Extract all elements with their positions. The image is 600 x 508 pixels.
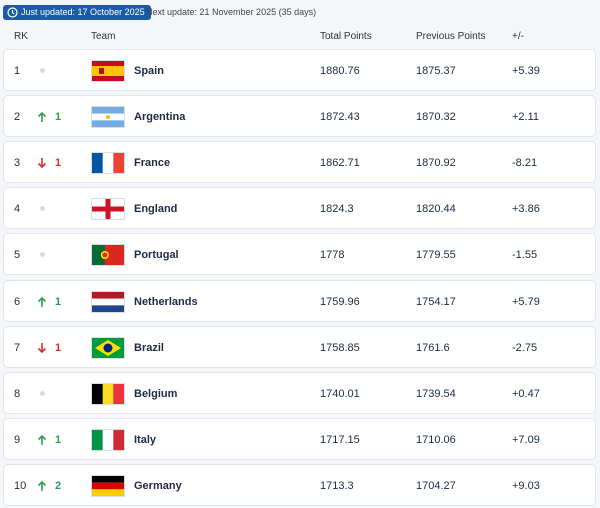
points-diff: -2.75 bbox=[512, 341, 538, 354]
total-points: 1880.76 bbox=[320, 65, 360, 77]
rank: 6 bbox=[14, 295, 21, 308]
flag bbox=[91, 428, 125, 451]
flag bbox=[91, 244, 125, 267]
column-header: +/- bbox=[512, 31, 524, 42]
previous-points: 1820.44 bbox=[416, 203, 456, 216]
flag bbox=[91, 382, 125, 405]
team-name: Portugal bbox=[134, 249, 179, 262]
rank: 8 bbox=[14, 387, 21, 400]
ranking-row: 10 2 Germany 1713.3 1704.27 +9.03 bbox=[3, 463, 596, 506]
team-name: Germany bbox=[134, 479, 182, 492]
ranking-row: 3 1 France 1862.71 1870.92 -8.21 bbox=[3, 141, 596, 184]
points-diff: +3.86 bbox=[512, 203, 540, 216]
previous-points: 1710.06 bbox=[416, 433, 456, 446]
points-diff: +5.39 bbox=[512, 65, 540, 77]
previous-points: 1875.37 bbox=[416, 65, 456, 77]
points-diff: -8.21 bbox=[512, 157, 538, 170]
team-name: Spain bbox=[134, 65, 164, 77]
column-header: Previous Points bbox=[416, 31, 486, 42]
total-points: 1740.01 bbox=[320, 387, 360, 400]
team-name: England bbox=[134, 203, 178, 216]
position-change: 1 bbox=[55, 111, 62, 124]
no-change-dot bbox=[40, 206, 45, 212]
total-points: 1824.3 bbox=[320, 203, 354, 216]
flag bbox=[91, 290, 125, 313]
team-name: Belgium bbox=[134, 387, 178, 400]
points-diff: -1.55 bbox=[512, 249, 538, 262]
flag bbox=[91, 106, 125, 129]
ranking-row: 9 1 Italy 1717.15 1710.06 +7.09 bbox=[3, 417, 596, 460]
position-change: 1 bbox=[55, 295, 62, 308]
ranking-row: 8 Belgium 1740.01 1739.54 +0.47 bbox=[3, 371, 596, 414]
no-change-dot bbox=[40, 252, 45, 258]
next-update: Next update: 21 November 2025 (35 days) bbox=[146, 7, 317, 17]
rank: 4 bbox=[14, 203, 21, 216]
total-points: 1872.43 bbox=[320, 111, 360, 124]
flag bbox=[91, 336, 125, 359]
previous-points: 1870.32 bbox=[416, 111, 456, 124]
total-points: 1713.3 bbox=[320, 479, 354, 492]
team-name: Brazil bbox=[134, 341, 164, 354]
previous-points: 1754.17 bbox=[416, 295, 456, 308]
ranking-row: 5 Portugal 1778 1779.55 -1.55 bbox=[3, 233, 596, 276]
ranking-row: 1 Spain 1880.76 1875.37 +5.39 bbox=[3, 49, 596, 91]
total-points: 1759.96 bbox=[320, 295, 360, 308]
position-change: 1 bbox=[55, 157, 62, 170]
flag bbox=[91, 152, 125, 175]
down-arrow bbox=[37, 342, 47, 354]
previous-points: 1761.6 bbox=[416, 341, 450, 354]
rank: 9 bbox=[14, 433, 21, 446]
rank: 1 bbox=[14, 65, 21, 77]
previous-points: 1870.92 bbox=[416, 157, 456, 170]
ranking-row: 6 1 Netherlands 1759.96 1754.17 +5.79 bbox=[3, 279, 596, 322]
no-change-dot bbox=[40, 68, 45, 73]
rank: 7 bbox=[14, 341, 21, 354]
no-change-dot bbox=[40, 390, 45, 396]
points-diff: +5.79 bbox=[512, 295, 540, 308]
column-header: RK bbox=[14, 31, 28, 42]
column-header: Team bbox=[91, 31, 116, 42]
rank: 3 bbox=[14, 157, 21, 170]
total-points: 1778 bbox=[320, 249, 345, 262]
points-diff: +7.09 bbox=[512, 433, 540, 446]
position-change: 2 bbox=[55, 479, 62, 492]
column-header: Total Points bbox=[320, 31, 372, 42]
total-points: 1758.85 bbox=[320, 341, 360, 354]
up-arrow bbox=[37, 434, 47, 446]
team-name: France bbox=[134, 157, 171, 170]
up-arrow bbox=[37, 111, 47, 123]
rank: 10 bbox=[14, 479, 27, 492]
last-update-badge: Just updated: 17 October 2025 bbox=[3, 5, 151, 20]
team-name: Argentina bbox=[134, 111, 186, 124]
team-name: Netherlands bbox=[134, 295, 198, 308]
last-update: Just updated: 17 October 2025 bbox=[21, 7, 145, 17]
ranking-row: 4 England 1824.3 1820.44 +3.86 bbox=[3, 187, 596, 230]
rank: 5 bbox=[14, 249, 21, 262]
rank: 2 bbox=[14, 111, 21, 124]
up-arrow bbox=[37, 296, 47, 308]
ranking-row: 7 1 Brazil 1758.85 1761.6 -2.75 bbox=[3, 325, 596, 368]
clock-icon bbox=[7, 7, 18, 18]
ranking-row: 2 1 Argentina 1872.43 1870.32 +2.11 bbox=[3, 95, 596, 138]
previous-points: 1739.54 bbox=[416, 387, 456, 400]
previous-points: 1779.55 bbox=[416, 249, 456, 262]
flag bbox=[91, 474, 125, 497]
up-arrow bbox=[37, 480, 47, 492]
total-points: 1862.71 bbox=[320, 157, 360, 170]
position-change: 1 bbox=[55, 341, 62, 354]
down-arrow bbox=[37, 157, 47, 169]
total-points: 1717.15 bbox=[320, 433, 360, 446]
points-diff: +0.47 bbox=[512, 387, 540, 400]
flag bbox=[91, 60, 125, 82]
flag bbox=[91, 198, 125, 221]
previous-points: 1704.27 bbox=[416, 479, 456, 492]
team-name: Italy bbox=[134, 433, 157, 446]
points-diff: +2.11 bbox=[512, 111, 540, 124]
position-change: 1 bbox=[55, 433, 62, 446]
points-diff: +9.03 bbox=[512, 479, 540, 492]
